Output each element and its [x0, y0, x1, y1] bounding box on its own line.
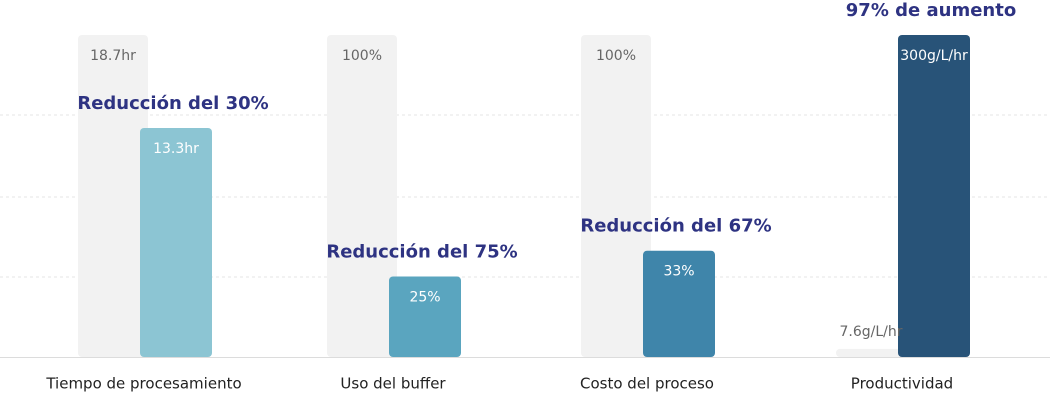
value-label: 18.7hr — [90, 48, 136, 64]
annotation: Reducción del 67% — [580, 216, 771, 237]
baseline-bar — [581, 35, 651, 357]
improved-bar — [898, 35, 970, 357]
category-label: Costo del proceso — [580, 375, 714, 393]
annotation: Reducción del 75% — [326, 242, 517, 263]
annotation: 97% de aumento — [846, 0, 1016, 21]
category-label: Tiempo de procesamiento — [45, 375, 241, 393]
improved-bar — [140, 127, 212, 358]
annotation: Reducción del 30% — [77, 93, 268, 114]
value-label: 100% — [342, 48, 382, 64]
value-label: 7.6g/L/hr — [839, 324, 902, 340]
value-label: 300g/L/hr — [900, 48, 968, 64]
baseline-bar — [327, 35, 397, 357]
category-label: Productividad — [851, 375, 953, 393]
value-label: 100% — [596, 48, 636, 64]
value-label: 25% — [409, 290, 440, 306]
baseline-bar — [78, 35, 148, 357]
value-label: 33% — [663, 264, 694, 280]
improved-bar — [643, 250, 715, 357]
improved-bar — [389, 276, 461, 357]
category-label: Uso del buffer — [340, 375, 446, 393]
baseline-bar — [836, 348, 906, 357]
value-label: 13.3hr — [153, 141, 199, 157]
